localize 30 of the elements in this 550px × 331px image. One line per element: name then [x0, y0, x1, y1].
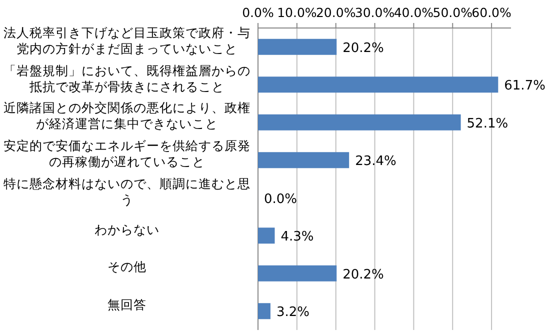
data-label: 20.2% [342, 267, 384, 282]
bar [258, 38, 337, 55]
bar [258, 265, 337, 282]
x-tick-label: 50.0% [432, 5, 473, 20]
y-tick-label: 無回答 [106, 297, 148, 314]
y-tick-label: 特に懸念材料はないので、順調に進むと思う [2, 176, 252, 208]
x-tick-label: 60.0% [472, 5, 512, 20]
data-label: 20.2% [342, 40, 384, 56]
bar [258, 228, 275, 244]
data-label: 4.3% [280, 230, 314, 245]
y-tick-label: その他 [106, 259, 148, 276]
data-label: 23.4% [355, 154, 396, 170]
y-tick-label: 法人税率引き下げなど目玉政策で政府・与党内の方針がまだ固まっていないこと [2, 24, 252, 57]
y-tick-label: 「岩盤規制」において、既得権益層からの抵抗で改革が骨抜きにされること [2, 62, 252, 95]
y-tick-label: 安定的で安価なエネルギーを供給する原発の再稼働が遅れていること [2, 138, 252, 170]
x-tick-label: 40.0% [394, 5, 434, 20]
x-tick-label: 30.0% [354, 5, 395, 20]
y-tick-label: 近隣諸国との外交関係の悪化により、政権が経済運営に集中できないこと [2, 100, 252, 132]
data-label: 3.2% [276, 305, 310, 320]
bar [258, 76, 498, 93]
bar [258, 114, 461, 130]
data-label: 61.7% [504, 78, 546, 94]
data-label: 0.0% [264, 192, 298, 207]
data-label: 52.1% [466, 116, 508, 132]
x-tick-label: 10.0% [277, 5, 317, 20]
x-tick-label: 0.0% [242, 5, 274, 20]
bar [258, 152, 350, 168]
x-tick-label: 20.0% [316, 5, 356, 20]
bar [258, 303, 270, 320]
y-tick-label: わからない [94, 222, 160, 238]
